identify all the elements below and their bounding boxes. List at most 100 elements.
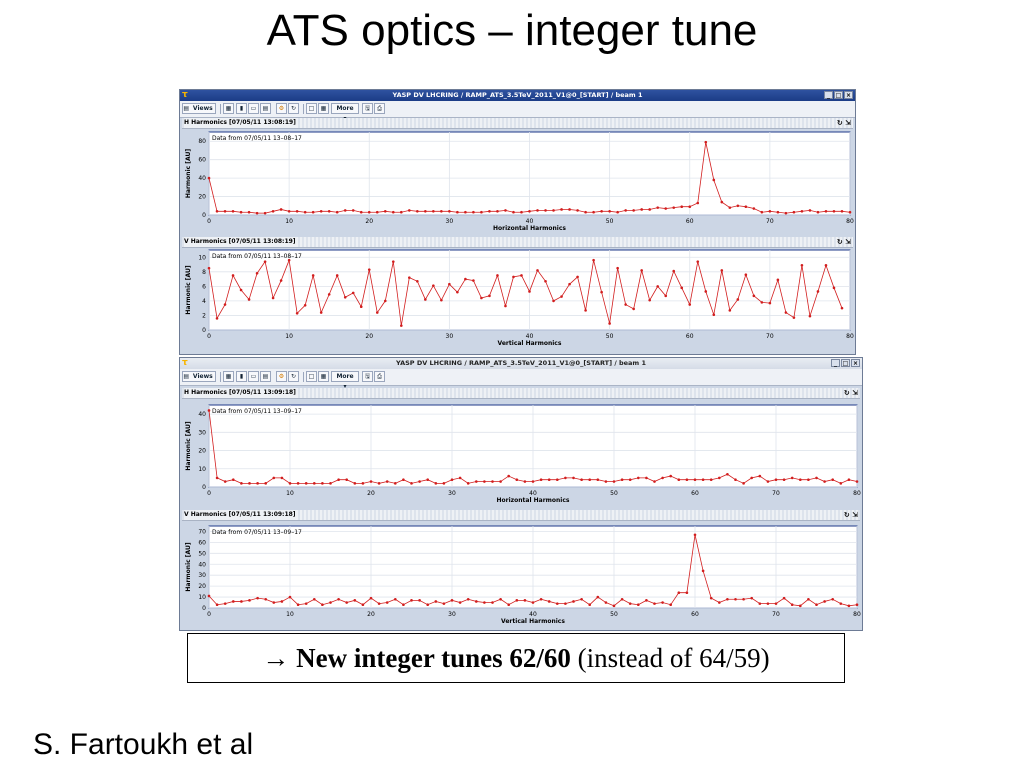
data-point <box>296 603 300 607</box>
data-point <box>628 602 632 605</box>
y-tick-label: 70 <box>198 528 206 535</box>
close-icon[interactable]: × <box>851 359 860 367</box>
data-point <box>839 482 843 485</box>
data-point <box>720 269 724 272</box>
settings-button[interactable]: ⚙ <box>276 371 287 382</box>
data-point <box>584 210 587 214</box>
data-point <box>744 205 748 208</box>
expand-icon[interactable]: ⇲ <box>852 511 858 519</box>
data-point <box>313 482 316 485</box>
data-point <box>402 478 405 482</box>
data-point <box>645 476 648 480</box>
close-icon[interactable]: × <box>844 91 853 99</box>
x-tick-label: 60 <box>686 333 694 340</box>
data-point <box>693 478 697 482</box>
data-point <box>287 210 291 213</box>
data-point <box>790 476 794 480</box>
maximize-icon[interactable]: □ <box>834 91 843 99</box>
data-point <box>807 478 810 482</box>
data-point <box>800 210 804 213</box>
y-tick-label: 40 <box>198 175 206 182</box>
data-point <box>295 311 299 315</box>
data-point <box>742 482 745 485</box>
refresh-icon[interactable]: ↻ <box>843 511 850 519</box>
data-point <box>450 478 454 482</box>
data-point <box>391 260 395 263</box>
data-point <box>531 480 535 483</box>
views-button[interactable]: ▤ Views <box>182 371 216 382</box>
refresh-button[interactable]: ↻ <box>288 103 299 114</box>
data-point <box>685 591 689 594</box>
layout-2-button[interactable]: ▭ <box>248 371 259 382</box>
y-tick-label: 60 <box>198 157 206 164</box>
grid-view-button[interactable]: ▦ <box>223 103 234 114</box>
window-2-titlebar[interactable]: τ YASP DV LHCRING / RAMP_ATS_3.5TeV_2011… <box>180 358 862 369</box>
print-button[interactable]: ⎙ <box>374 103 385 114</box>
save-button[interactable]: 🖫 <box>362 103 373 114</box>
refresh-icon[interactable]: ↻ <box>836 238 843 246</box>
data-point <box>287 258 291 262</box>
data-point <box>808 209 812 212</box>
data-point <box>271 210 275 213</box>
y-tick-label: 10 <box>198 254 206 261</box>
expand-icon[interactable]: ⇲ <box>852 389 858 397</box>
data-point <box>223 602 227 605</box>
window-1-titlebar[interactable]: τ YASP DV LHCRING / RAMP_ATS_3.5TeV_2011… <box>180 90 855 101</box>
data-point <box>520 274 523 277</box>
layout-button[interactable]: ▮ <box>236 103 247 114</box>
data-point <box>440 210 443 213</box>
data-point <box>784 311 788 314</box>
panel-title: H Harmonics [07/05/11 13:08:19] <box>184 118 298 128</box>
layout-3-button[interactable]: ▤ <box>260 103 271 114</box>
data-point <box>351 291 355 295</box>
data-point <box>807 597 810 601</box>
data-point <box>385 601 389 604</box>
expand-icon[interactable]: ⇲ <box>845 119 851 127</box>
y-tick-label: 40 <box>198 411 206 418</box>
more-button[interactable]: More ▾ <box>331 371 359 390</box>
data-point <box>321 603 324 607</box>
minimize-icon[interactable]: _ <box>831 359 840 367</box>
data-point <box>840 210 844 213</box>
yasp-window-2: τ YASP DV LHCRING / RAMP_ATS_3.5TeV_2011… <box>179 357 863 631</box>
expand-icon[interactable]: ⇲ <box>845 238 851 246</box>
data-point <box>232 478 235 482</box>
layout-2-button[interactable]: ▭ <box>248 103 259 114</box>
data-point <box>361 603 365 607</box>
data-point <box>296 482 300 485</box>
table-2-button[interactable]: ▦ <box>318 371 329 382</box>
table-2-button[interactable]: ▦ <box>318 103 329 114</box>
data-point <box>758 474 762 478</box>
data-point <box>766 480 770 483</box>
print-button[interactable]: ⎙ <box>374 371 385 382</box>
settings-button[interactable]: ⚙ <box>276 103 287 114</box>
data-point <box>207 176 211 180</box>
table-button[interactable]: □ <box>306 103 317 114</box>
maximize-icon[interactable]: □ <box>841 359 850 367</box>
data-point <box>539 478 543 482</box>
x-tick-label: 20 <box>365 333 373 340</box>
x-tick-label: 40 <box>526 218 534 225</box>
table-button[interactable]: □ <box>306 371 317 382</box>
data-point <box>664 294 668 298</box>
refresh-button[interactable]: ↻ <box>288 371 299 382</box>
data-point <box>839 602 843 605</box>
data-point <box>426 478 429 482</box>
refresh-icon[interactable]: ↻ <box>843 389 850 397</box>
panel-header: H Harmonics [07/05/11 13:08:19] ↻ ⇲ <box>182 118 853 129</box>
data-point <box>491 480 494 483</box>
refresh-icon[interactable]: ↻ <box>836 119 843 127</box>
minimize-icon[interactable]: _ <box>824 91 833 99</box>
data-point <box>313 597 316 601</box>
grid-view-button[interactable]: ▦ <box>223 371 234 382</box>
views-button[interactable]: ▤ Views <box>182 103 216 114</box>
data-point <box>223 303 227 306</box>
layout-3-button[interactable]: ▤ <box>260 371 271 382</box>
data-point <box>239 210 243 214</box>
more-button[interactable]: More ▾ <box>331 103 359 122</box>
x-tick-label: 40 <box>526 333 534 340</box>
data-point <box>232 600 235 603</box>
layout-button[interactable]: ▮ <box>236 371 247 382</box>
save-button[interactable]: 🖫 <box>362 371 373 382</box>
data-point <box>496 274 499 277</box>
